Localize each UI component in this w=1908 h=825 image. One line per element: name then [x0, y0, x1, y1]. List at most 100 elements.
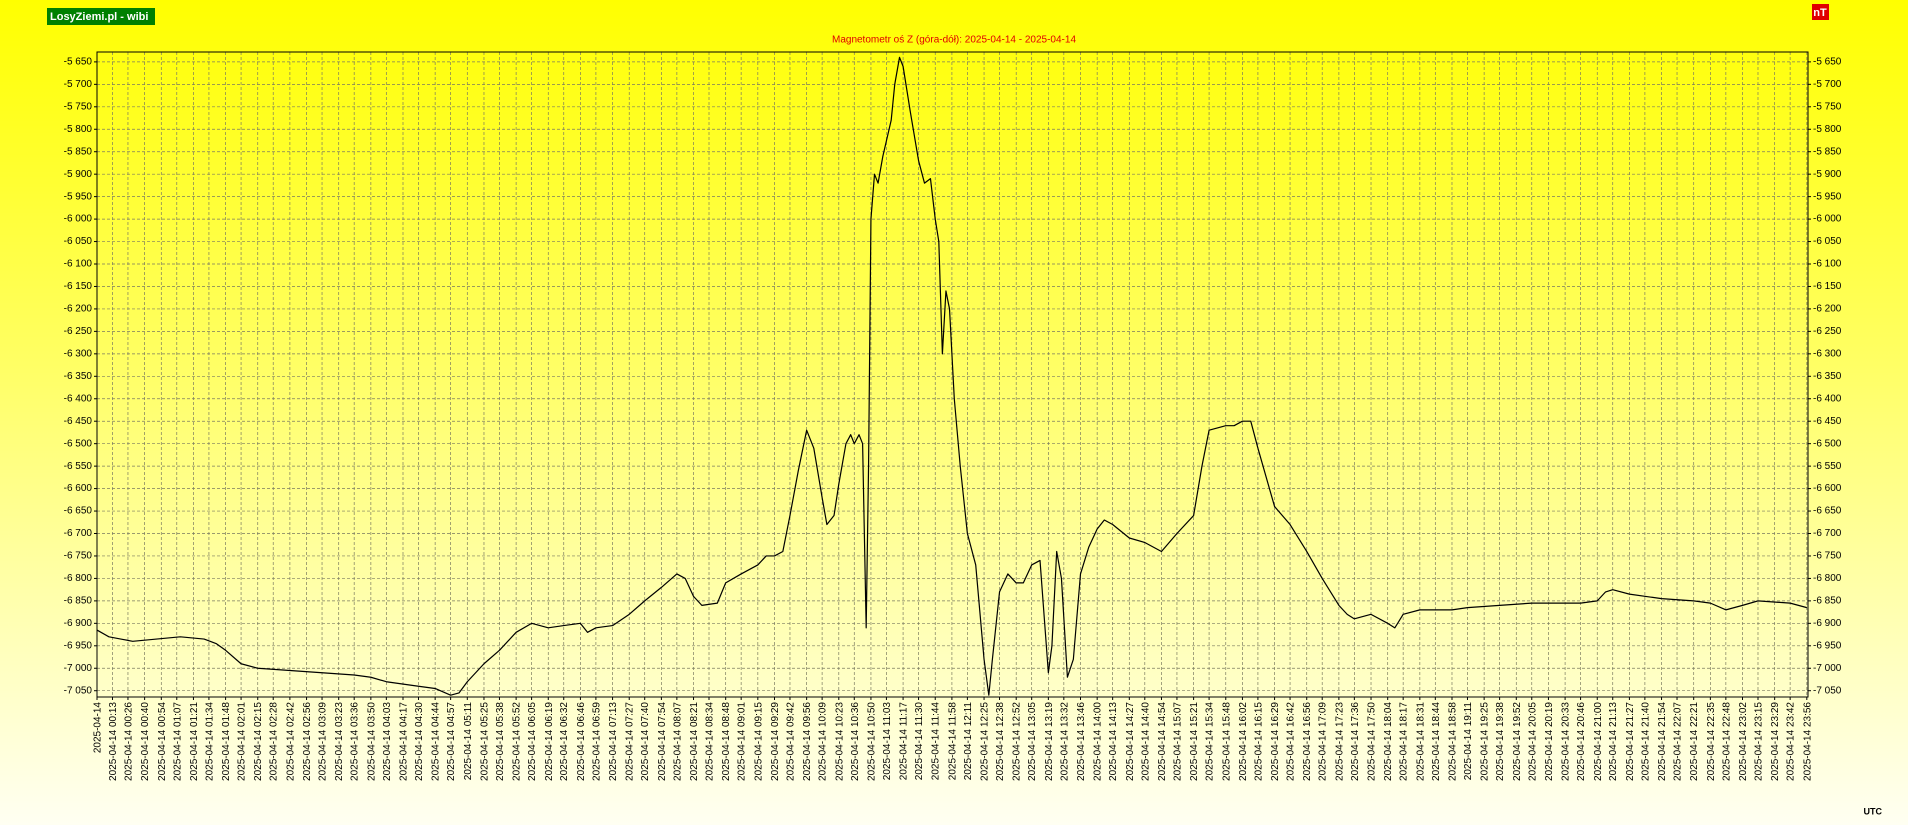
- y2-tick-label: -6 300: [1813, 348, 1842, 359]
- x-tick-label: 2025-04-14 22:07: [1673, 702, 1684, 781]
- y2-tick-label: -5 900: [1813, 169, 1842, 180]
- y2-tick-label: -6 200: [1813, 304, 1842, 315]
- x-tick-label: 2025-04-14 06:05: [527, 702, 538, 781]
- x-tick-label: 2025-04-14 21:13: [1608, 702, 1619, 781]
- y-tick-label: -6 400: [64, 393, 93, 404]
- x-tick-label: 2025-04-14 23:42: [1786, 702, 1797, 781]
- x-tick-label: 2025-04-14 13:19: [1044, 702, 1055, 781]
- x-tick-label: 2025-04-14 18:58: [1447, 702, 1458, 781]
- y2-tick-label: -6 350: [1813, 371, 1842, 382]
- x-tick-label: 2025-04-14 08:48: [721, 702, 732, 781]
- x-tick-label: 2025-04-14 07:13: [608, 702, 619, 781]
- y-tick-label: -6 800: [64, 573, 93, 584]
- x-tick-label: 2025-04-14 16:15: [1253, 702, 1264, 781]
- y-tick-label: -6 350: [64, 371, 93, 382]
- unit-label: nT: [1813, 7, 1827, 19]
- y-tick-label: -6 000: [64, 214, 93, 225]
- y2-tick-label: -6 000: [1813, 214, 1842, 225]
- y2-tick-label: -6 150: [1813, 281, 1842, 292]
- x-tick-label: 2025-04-14 15:07: [1172, 702, 1183, 781]
- x-tick-label: 2025-04-14 12:11: [963, 702, 974, 781]
- x-tick-label: 2025-04-14 10:23: [834, 702, 845, 781]
- x-tick-label: 2025-04-14 08:34: [705, 702, 716, 781]
- x-tick-label: 2025-04-14 18:44: [1431, 702, 1442, 781]
- y2-tick-label: -6 800: [1813, 573, 1842, 584]
- x-tick-label: 2025-04-14 13:32: [1059, 702, 1070, 781]
- x-tick-label: 2025-04-14 10:09: [818, 702, 829, 781]
- y-tick-label: -6 850: [64, 596, 93, 607]
- x-tick-label: 2025-04-14 10:36: [850, 702, 861, 781]
- x-tick-label: 2025-04-14 16:56: [1302, 702, 1313, 781]
- x-tick-label: 2025-04-14 03:09: [318, 702, 329, 781]
- y2-tick-label: -6 450: [1813, 416, 1842, 427]
- x-tick-label: 2025-04-14 07:27: [625, 702, 636, 781]
- x-tick-label: 2025-04-14 00:40: [140, 702, 151, 781]
- x-tick-label: 2025-04-14 21:27: [1625, 702, 1636, 781]
- y2-tick-label: -6 600: [1813, 483, 1842, 494]
- y-tick-label: -7 050: [64, 685, 93, 696]
- x-tick-label: 2025-04-14 08:07: [672, 702, 683, 781]
- x-tick-label: 2025-04-14 12:38: [995, 702, 1006, 781]
- y-tick-label: -6 700: [64, 528, 93, 539]
- x-tick-label: 2025-04-14 01:21: [189, 702, 200, 781]
- x-tick-label: 2025-04-14 21:00: [1593, 702, 1604, 781]
- data-line: [96, 56, 1807, 696]
- y2-tick-label: -6 950: [1813, 640, 1842, 651]
- x-tick-label: 2025-04-14 04:30: [414, 702, 425, 781]
- x-tick-label: 2025-04-14 02:01: [237, 702, 248, 781]
- unit-box: [1812, 4, 1829, 20]
- y2-tick-label: -6 900: [1813, 618, 1842, 629]
- y-tick-label: -5 750: [64, 101, 93, 112]
- plot: [96, 56, 1807, 696]
- x-tick-label: 2025-04-14 05:25: [479, 702, 490, 781]
- x-tick-label: 2025-04-14 11:17: [899, 702, 910, 781]
- y-tick-label: -6 600: [64, 483, 93, 494]
- x-tick-label: 2025-04-14 17:09: [1318, 702, 1329, 781]
- x-tick-label: 2025-04-14 05:52: [512, 702, 523, 781]
- x-tick-label: 2025-04-14 17:50: [1367, 702, 1378, 781]
- x-tick-label: 2025-04-14 02:56: [302, 702, 313, 781]
- x-tick-label: 2025-04-14 19:25: [1480, 702, 1491, 781]
- chart-title: Magnetometr oś Z (góra-dół): 2025-04-14 …: [832, 35, 1076, 46]
- y-tick-label: -7 000: [64, 663, 93, 674]
- x-tick-label: 2025-04-14 09:42: [785, 702, 796, 781]
- x-tick-label: 2025-04-14 01:48: [221, 702, 232, 781]
- y2-tick-label: -5 950: [1813, 191, 1842, 202]
- x-tick-label: 2025-04-14 05:38: [495, 702, 506, 781]
- x-tick-label: 2025-04-14 14:13: [1108, 702, 1119, 781]
- x-tick-label: 2025-04-14 03:50: [366, 702, 377, 781]
- x-tick-label: 2025-04-14 15:34: [1205, 702, 1216, 781]
- x-tick-label: 2025-04-14 20:19: [1544, 702, 1555, 781]
- x-tick-label: 2025-04-14 17:23: [1334, 702, 1345, 781]
- x-tick-label: 2025-04-14 06:32: [559, 702, 570, 781]
- x-tick-label: 2025-04-14 01:34: [204, 702, 215, 781]
- y2-tick-label: -5 850: [1813, 146, 1842, 157]
- x-tick-label: 2025-04-14 20:46: [1576, 702, 1587, 781]
- x-tick-label: 2025-04-14 06:46: [576, 702, 587, 781]
- x-tick-label: 2025-04-14 00:26: [123, 702, 134, 781]
- x-tick-label: 2025-04-14 08:21: [689, 702, 700, 781]
- y2-tick-label: -6 650: [1813, 506, 1842, 517]
- x-tick-label: 2025-04-14 11:30: [914, 702, 925, 781]
- y-tick-label: -6 750: [64, 551, 93, 562]
- x-tick-label: 2025-04-14 16:02: [1238, 702, 1249, 781]
- x-tick-label: 2025-04-14 18:17: [1399, 702, 1410, 781]
- x-tick-label: 2025-04-14 10:50: [866, 702, 877, 781]
- grid: [94, 52, 1811, 700]
- x-tick-label: 2025-04-14 04:03: [382, 702, 393, 781]
- y-tick-label: -6 300: [64, 348, 93, 359]
- x-tick-label: 2025-04-14 14:27: [1125, 702, 1136, 781]
- y-tick-label: -6 550: [64, 461, 93, 472]
- x-tick-label: 2025-04-14 05:11: [463, 702, 474, 781]
- y2-tick-label: -6 700: [1813, 528, 1842, 539]
- x-tick-label: 2025-04-14 23:02: [1738, 702, 1749, 781]
- brand: LosyZiemi.pl - wibi: [50, 11, 148, 23]
- x-tick-label: 2025-04-14 15:48: [1221, 702, 1232, 781]
- y-tick-label: -6 250: [64, 326, 93, 337]
- x-tick-label: 2025-04-14 22:35: [1706, 702, 1717, 781]
- x-tick-label: 2025-04-14 16:42: [1286, 702, 1297, 781]
- x-tick-label: 2025-04-14 02:42: [285, 702, 296, 781]
- x-tick-label: 2025-04-14 04:57: [446, 702, 457, 781]
- x-tick-label: 2025-04-14 14:40: [1140, 702, 1151, 781]
